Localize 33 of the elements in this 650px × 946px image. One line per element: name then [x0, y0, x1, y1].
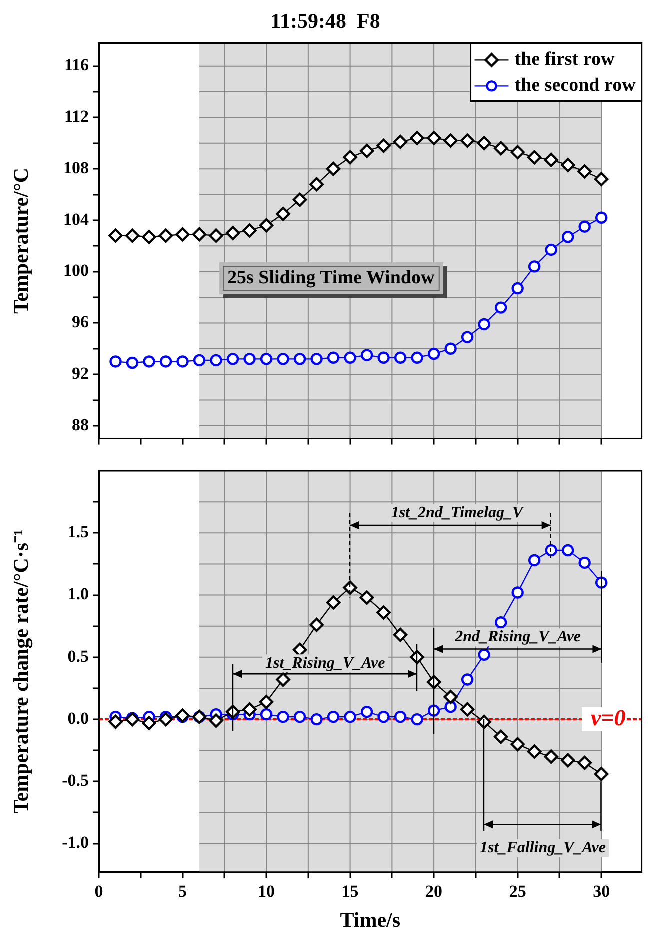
- annotation: 1st_Rising_V_Ave: [265, 654, 386, 672]
- y-tick-label: 116: [64, 56, 89, 75]
- x-axis-title: Time/s: [340, 908, 401, 932]
- chart-title: 11:59:48 F8: [270, 9, 380, 34]
- y-tick-label: -1.0: [62, 833, 89, 852]
- y-tick-label: 1.0: [68, 584, 89, 604]
- y-tick-label: 112: [64, 107, 89, 126]
- y-tick-label: 92: [72, 364, 89, 383]
- y-tick-label: 0.0: [68, 708, 89, 728]
- x-tick-label: 25: [509, 882, 526, 901]
- annotation: 1st_2nd_Timelag_V: [391, 504, 525, 522]
- ref-line-label: v=0: [590, 705, 626, 730]
- legend-label: the first row: [514, 49, 615, 70]
- y-tick-label: 108: [64, 158, 89, 178]
- x-tick-label: 0: [94, 882, 104, 901]
- annotation: 2nd_Rising_V_Ave: [454, 628, 582, 646]
- legend-label: the second row: [514, 75, 636, 96]
- y-tick-label: 0.5: [68, 646, 89, 666]
- band-label: 25s Sliding Time Window: [228, 267, 435, 288]
- y-axis-title: Temperature change rate/°C·s⁻¹: [9, 530, 34, 814]
- y-tick-label: 104: [64, 210, 90, 229]
- y-tick-label: 96: [72, 312, 89, 332]
- x-tick-label: 15: [342, 882, 359, 901]
- y-tick-label: 88: [72, 415, 89, 434]
- y-tick-label: 1.5: [68, 522, 89, 542]
- x-tick-label: 20: [426, 882, 443, 901]
- x-tick-label: 30: [593, 882, 610, 901]
- x-tick-label: 5: [178, 882, 188, 901]
- y-tick-label: -0.5: [62, 771, 89, 790]
- annotation: 1st_Falling_V_Ave: [480, 839, 606, 856]
- x-tick-label: 10: [258, 882, 276, 901]
- y-tick-label: 100: [64, 261, 89, 280]
- y-axis-title: Temperature/°C: [9, 168, 34, 314]
